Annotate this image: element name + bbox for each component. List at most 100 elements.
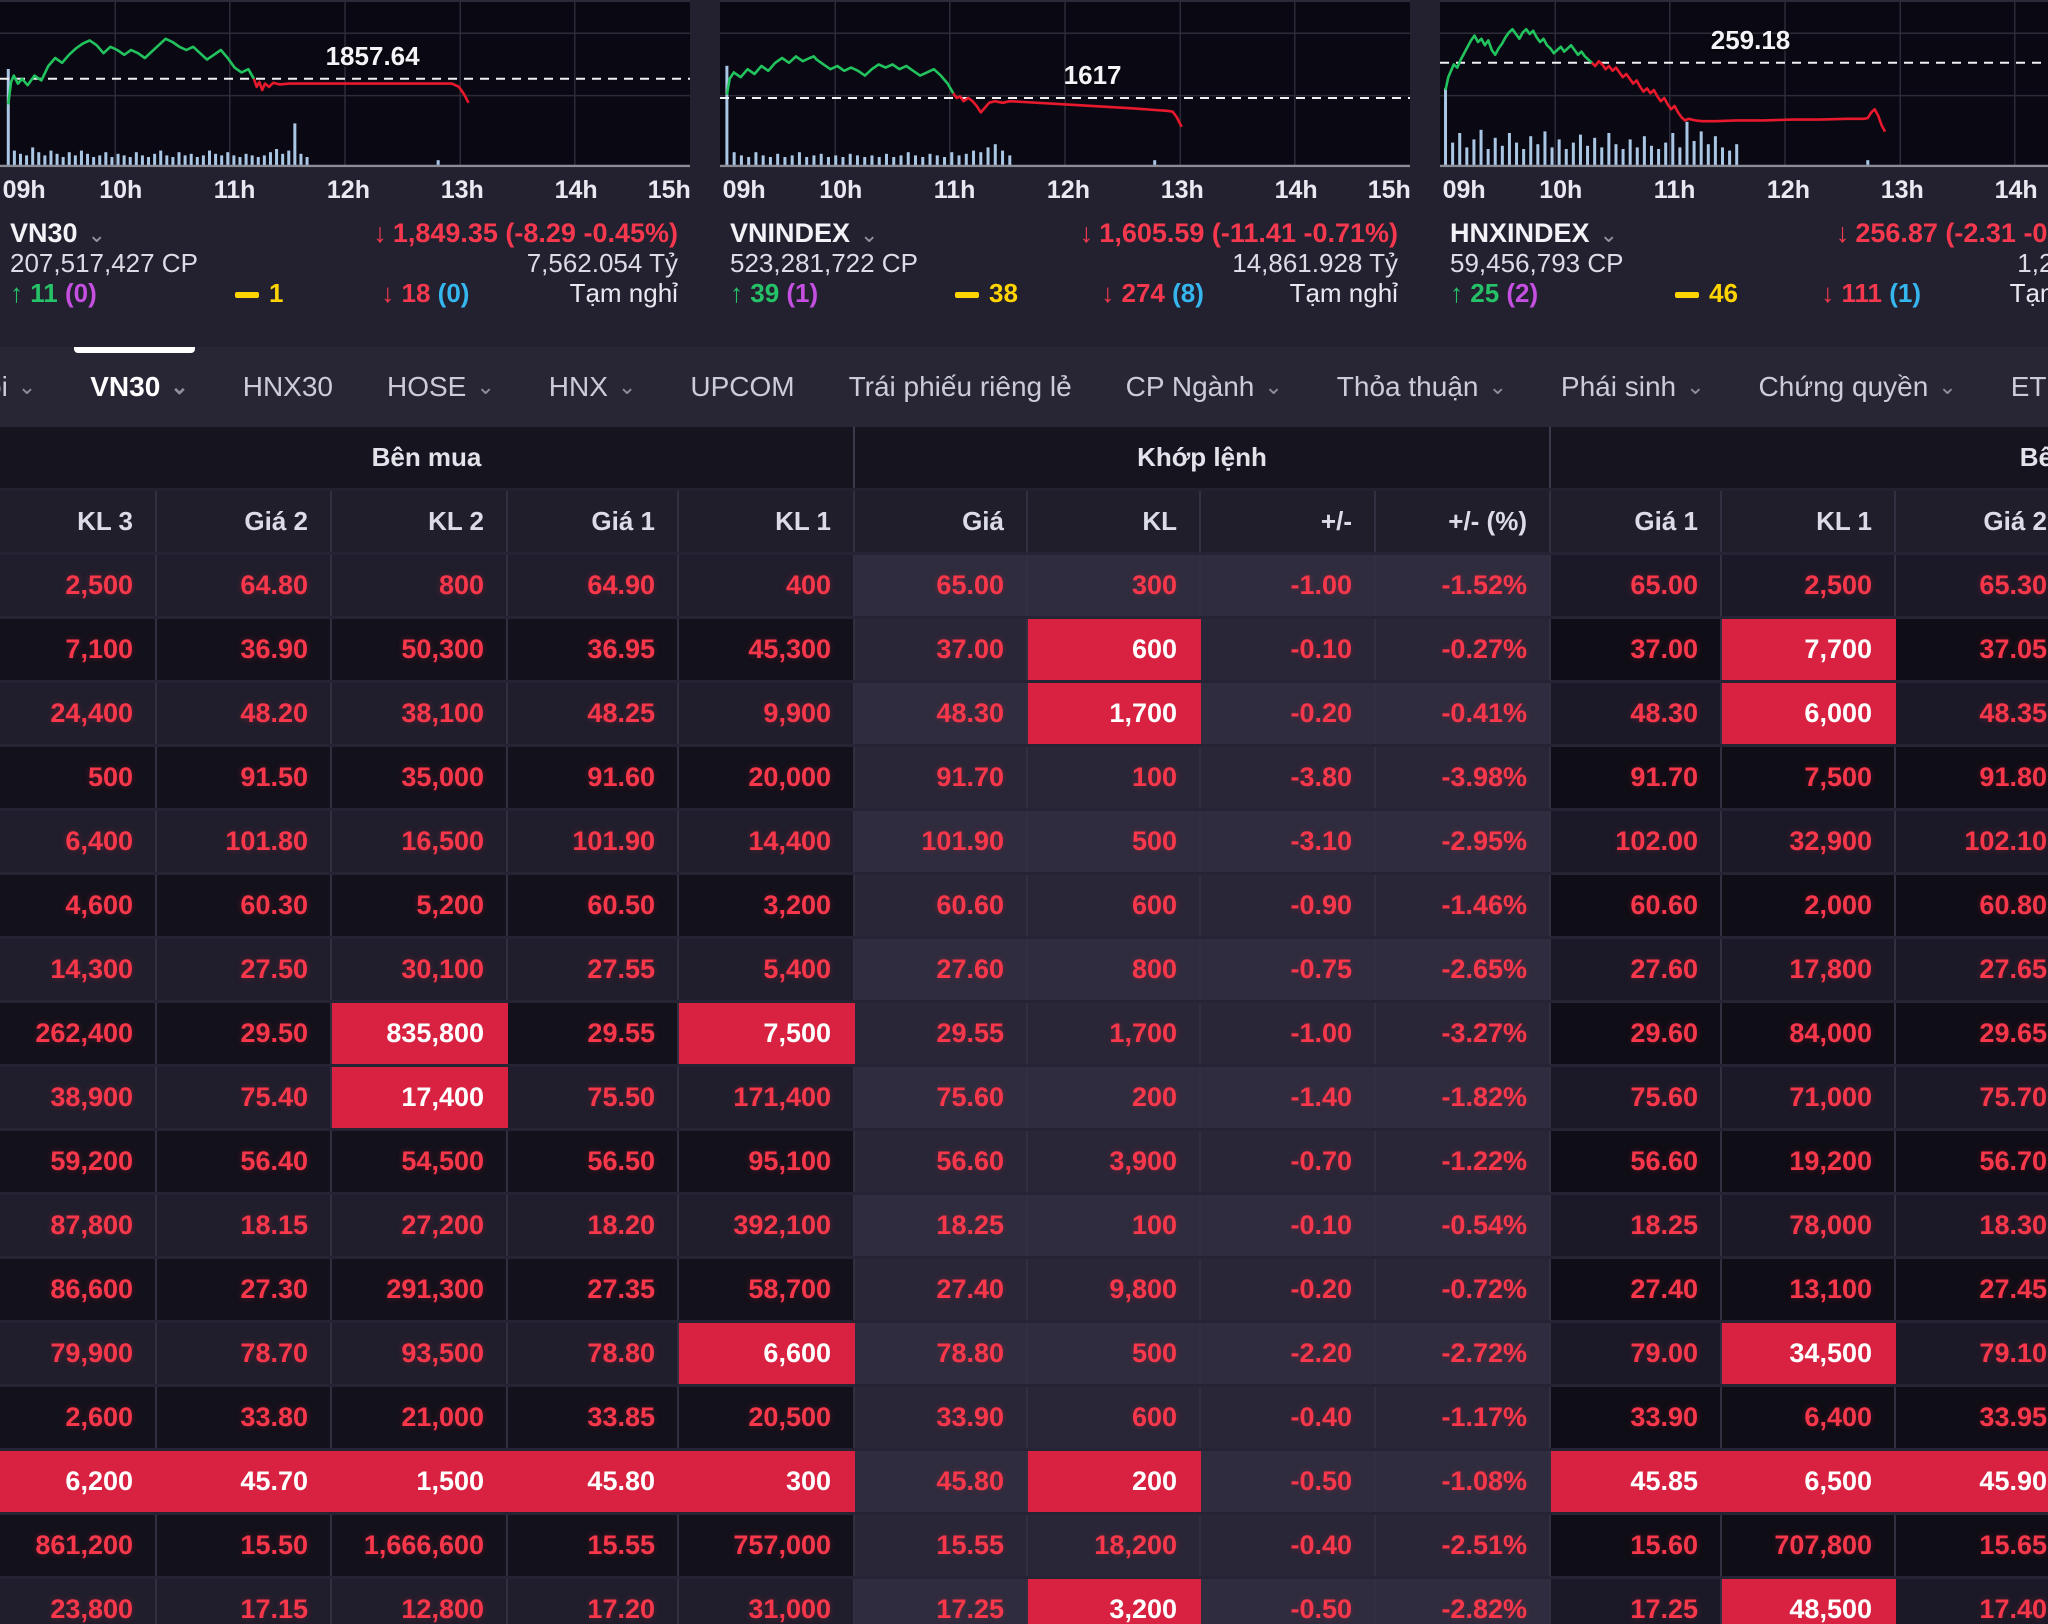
tab-vn30[interactable]: VN30 ⌄ (74, 347, 195, 427)
column-header[interactable]: Giá (855, 491, 1028, 552)
price-cell[interactable]: -0.50 (1201, 1579, 1376, 1624)
price-cell[interactable]: 75.50 (508, 1067, 679, 1128)
price-cell[interactable]: 291,300 (332, 1259, 508, 1320)
price-cell[interactable]: 18.25 (1551, 1195, 1722, 1256)
price-cell[interactable]: 27.55 (508, 939, 679, 1000)
price-cell[interactable]: -2.20 (1201, 1323, 1376, 1384)
price-cell[interactable]: 400 (679, 555, 855, 616)
price-cell[interactable]: 29.50 (157, 1003, 332, 1064)
price-cell[interactable]: 6,400 (1722, 1387, 1896, 1448)
tab-hnx30[interactable]: HNX30 (243, 347, 333, 427)
price-cell[interactable]: 17.20 (508, 1579, 679, 1624)
price-cell[interactable]: -3.98% (1376, 747, 1551, 808)
table-row[interactable]: 7,100 36.90 50,300 36.95 45,300 37.00 600 -0.10… (0, 619, 2048, 683)
price-cell[interactable]: -0.41% (1376, 683, 1551, 744)
price-cell[interactable]: -0.75 (1201, 939, 1376, 1000)
price-cell[interactable]: 18.20 (508, 1195, 679, 1256)
price-cell[interactable]: 6,400 (0, 811, 157, 872)
price-cell[interactable]: 18.30 (1896, 1195, 2048, 1256)
price-cell[interactable]: 6,200 (0, 1451, 157, 1512)
price-cell[interactable]: 75.60 (1551, 1067, 1722, 1128)
price-cell[interactable]: 65.00 (855, 555, 1028, 616)
price-cell[interactable]: -1.40 (1201, 1067, 1376, 1128)
price-cell[interactable]: 4,600 (0, 875, 157, 936)
price-cell[interactable]: 29.60 (1551, 1003, 1722, 1064)
tab-upcom[interactable]: UPCOM (690, 347, 794, 427)
price-cell[interactable]: 171,400 (679, 1067, 855, 1128)
price-cell[interactable]: 91.50 (157, 747, 332, 808)
price-cell[interactable]: 91.60 (508, 747, 679, 808)
price-cell[interactable]: -0.40 (1201, 1515, 1376, 1576)
price-cell[interactable]: 1,700 (1028, 683, 1201, 744)
price-cell[interactable]: -2.65% (1376, 939, 1551, 1000)
price-cell[interactable]: 18.25 (855, 1195, 1028, 1256)
price-cell[interactable]: 3,200 (1028, 1579, 1201, 1624)
price-cell[interactable]: 45.90 (1896, 1451, 2048, 1512)
price-cell[interactable]: 800 (332, 555, 508, 616)
price-cell[interactable]: 64.90 (508, 555, 679, 616)
price-cell[interactable]: 45,300 (679, 619, 855, 680)
price-cell[interactable]: 27.40 (1551, 1259, 1722, 1320)
price-cell[interactable]: 17,800 (1722, 939, 1896, 1000)
column-header[interactable]: KL 1 (1722, 491, 1896, 552)
price-cell[interactable]: 21,000 (332, 1387, 508, 1448)
price-cell[interactable]: 58,700 (679, 1259, 855, 1320)
price-cell[interactable]: 33.90 (855, 1387, 1028, 1448)
tab-thỏa-thuận[interactable]: Thỏa thuận ⌄ (1337, 347, 1507, 427)
price-cell[interactable]: 16,500 (332, 811, 508, 872)
price-cell[interactable]: -1.00 (1201, 555, 1376, 616)
price-cell[interactable]: -3.10 (1201, 811, 1376, 872)
price-cell[interactable]: 56.70 (1896, 1131, 2048, 1192)
price-cell[interactable]: 17.25 (1551, 1579, 1722, 1624)
column-header[interactable]: Giá 2 (1896, 491, 2048, 552)
price-cell[interactable]: 33.95 (1896, 1387, 2048, 1448)
price-cell[interactable]: 5,400 (679, 939, 855, 1000)
price-cell[interactable]: 27.30 (157, 1259, 332, 1320)
price-cell[interactable]: 15.55 (855, 1515, 1028, 1576)
price-cell[interactable]: 35,000 (332, 747, 508, 808)
price-cell[interactable]: 17.40 (1896, 1579, 2048, 1624)
price-cell[interactable]: 6,500 (1722, 1451, 1896, 1512)
price-cell[interactable]: 262,400 (0, 1003, 157, 1064)
price-cell[interactable]: 56.40 (157, 1131, 332, 1192)
price-cell[interactable]: -1.22% (1376, 1131, 1551, 1192)
price-cell[interactable]: 14,300 (0, 939, 157, 1000)
tab-ôi[interactable]: ôi ⌄ (0, 347, 36, 427)
price-cell[interactable]: 27.45 (1896, 1259, 2048, 1320)
price-cell[interactable]: 36.90 (157, 619, 332, 680)
table-row[interactable]: 2,600 33.80 21,000 33.85 20,500 33.90 600 -0.40… (0, 1387, 2048, 1451)
column-header[interactable]: +/- (%) (1376, 491, 1551, 552)
price-cell[interactable]: -1.00 (1201, 1003, 1376, 1064)
price-cell[interactable]: 2,600 (0, 1387, 157, 1448)
price-cell[interactable]: 1,700 (1028, 1003, 1201, 1064)
price-cell[interactable]: 15.50 (157, 1515, 332, 1576)
price-cell[interactable]: -1.82% (1376, 1067, 1551, 1128)
price-cell[interactable]: 7,500 (1722, 747, 1896, 808)
price-cell[interactable]: 38,100 (332, 683, 508, 744)
table-row[interactable]: 262,400 29.50 835,800 29.55 7,500 29.55 1,700-… (0, 1003, 2048, 1067)
price-cell[interactable]: 500 (1028, 1323, 1201, 1384)
price-cell[interactable]: -1.46% (1376, 875, 1551, 936)
price-cell[interactable]: 79,900 (0, 1323, 157, 1384)
price-cell[interactable]: 835,800 (332, 1003, 508, 1064)
price-cell[interactable]: 78.70 (157, 1323, 332, 1384)
price-cell[interactable]: 27.40 (855, 1259, 1028, 1320)
tab-phái-sinh[interactable]: Phái sinh ⌄ (1561, 347, 1705, 427)
column-header[interactable]: Giá 1 (508, 491, 679, 552)
price-cell[interactable]: -2.82% (1376, 1579, 1551, 1624)
price-cell[interactable]: 37.05 (1896, 619, 2048, 680)
price-cell[interactable]: 78.80 (855, 1323, 1028, 1384)
price-cell[interactable]: 3,200 (679, 875, 855, 936)
price-cell[interactable]: 60.30 (157, 875, 332, 936)
tab-hnx[interactable]: HNX ⌄ (549, 347, 637, 427)
price-cell[interactable]: 600 (1028, 619, 1201, 680)
table-row[interactable]: 59,200 56.40 54,500 56.50 95,100 56.60 3,900 -0… (0, 1131, 2048, 1195)
price-cell[interactable]: 56.60 (1551, 1131, 1722, 1192)
table-row[interactable]: 6,400 101.80 16,500 101.90 14,400 101.90 500 -3… (0, 811, 2048, 875)
table-row[interactable]: 38,900 75.40 17,400 75.50 171,400 75.60 200 -1.… (0, 1067, 2048, 1131)
price-cell[interactable]: 33.90 (1551, 1387, 1722, 1448)
column-header[interactable]: Giá 1 (1551, 491, 1722, 552)
price-cell[interactable]: 7,100 (0, 619, 157, 680)
price-cell[interactable]: -0.20 (1201, 683, 1376, 744)
price-cell[interactable]: -0.27% (1376, 619, 1551, 680)
